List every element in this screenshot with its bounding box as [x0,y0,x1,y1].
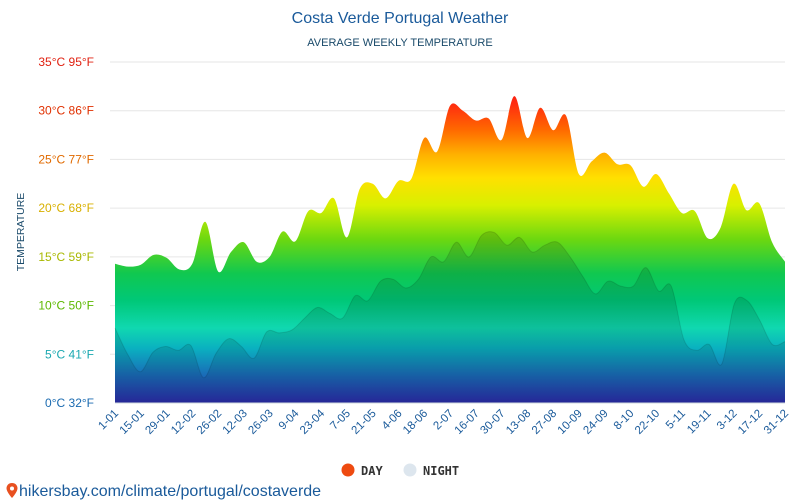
y-tick-label: 35°C 95°F [38,55,94,69]
y-tick-label: 10°C 50°F [38,299,94,313]
x-tick-label: 13-08 [504,408,533,437]
x-tick-label: 29-01 [143,408,172,437]
legend-night[interactable]: NIGHT [403,463,460,479]
y-tick-label: 0°C 32°F [45,396,94,410]
source-link[interactable]: hikersbay.com/climate/portugal/costaverd… [6,483,322,500]
night-temperature-shade [115,231,785,403]
y-tick-label: 5°C 41°F [45,347,94,361]
chart-title: Costa Verde Portugal Weather [292,10,509,27]
legend-day[interactable]: DAY [341,463,384,479]
x-tick-label: 27-08 [530,408,559,437]
legend-night-marker [403,463,417,477]
x-tick-label: 23-04 [298,407,328,437]
x-tick-label: 12-03 [221,408,250,437]
y-tick-label: 30°C 86°F [38,104,94,118]
y-tick-label: 20°C 68°F [38,201,94,215]
x-tick-label: 19-11 [685,408,714,437]
x-tick-label: 26-02 [195,408,224,437]
y-tick-label: 15°C 59°F [38,250,94,264]
legend: DAY NIGHT [341,463,460,479]
x-tick-label: 22-10 [633,408,662,437]
source-url: hikersbay.com/climate/portugal/costaverd… [19,483,321,500]
legend-night-label: NIGHT [423,464,459,478]
x-tick-label: 12-02 [169,408,198,437]
map-pin-dot [10,486,14,491]
x-tick-label: 16-07 [453,408,482,437]
legend-day-marker [341,463,355,477]
legend-day-label: DAY [361,464,383,478]
x-tick-label: 24-09 [581,408,610,437]
y-axis-ticks: 0°C 32°F 5°C 41°F 10°C 50°F 15°C 59°F 20°C 6… [38,55,94,410]
x-tick-label: 30-07 [478,408,507,437]
x-tick-label: 17-12 [736,408,765,437]
x-tick-label: 26-03 [246,408,275,437]
x-tick-label: 15-01 [118,408,147,437]
chart-subtitle: AVERAGE WEEKLY TEMPERATURE [307,37,492,49]
x-tick-label: 18-06 [401,408,430,437]
y-axis-label: TEMPERATURE [15,193,27,272]
x-tick-label: 10-09 [556,408,585,437]
night-temperature-line [114,231,786,379]
x-tick-label: 21-05 [350,408,379,437]
y-tick-label: 25°C 77°F [38,152,94,166]
x-tick-label: 31-12 [762,408,791,437]
